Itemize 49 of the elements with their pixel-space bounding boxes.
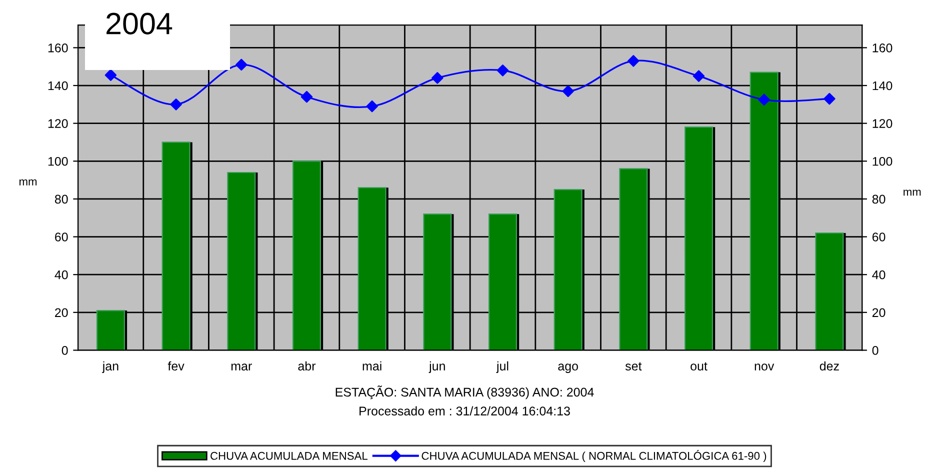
point (692, 70, 705, 82)
y2-tick-label: 160 (872, 44, 892, 52)
y2-tick-label: 100 (872, 156, 892, 166)
point (366, 100, 378, 112)
point (824, 92, 836, 105)
y-tick-label: 160 (48, 44, 68, 52)
x-tick-label: jan (102, 361, 118, 373)
point (104, 69, 117, 82)
y2-tick-label: 140 (872, 81, 892, 90)
x-tick-label: mar (231, 364, 252, 371)
point (235, 58, 248, 71)
y-tick-label: 60 (55, 232, 68, 242)
y2-tick-label: 80 (872, 194, 886, 204)
legend-label: CHUVA ACUMULADA MENSAL ( NORMAL CLIMATOLÓGICA 61-90 ) (422, 450, 766, 462)
y2-tick-label: 60 (872, 232, 886, 242)
y-tick-label: 120 (48, 119, 68, 128)
x-tick-label: abr (298, 361, 316, 371)
y-tick-label: 100 (48, 156, 68, 166)
point (628, 55, 640, 67)
text: Processado em : 31/12/2004 16:04:13 (360, 406, 570, 416)
y2-axis-title: mm (904, 190, 921, 196)
y2-tick-label: 120 (872, 119, 892, 128)
point (432, 72, 444, 84)
x-tick-label: set (625, 362, 642, 371)
y-tick-label: 140 (48, 81, 68, 90)
y-tick-label: 20 (55, 308, 68, 318)
y-tick-label: 40 (54, 270, 68, 280)
y-tick-label: 0 (62, 346, 68, 355)
x-tick-label: mai (362, 361, 382, 371)
y2-tick-label: 0 (872, 346, 878, 355)
y2-tick-label: 20 (872, 308, 886, 318)
x-tick-label: dez (820, 361, 839, 371)
point (170, 98, 182, 110)
x-tick-label: out (690, 362, 708, 371)
x-tick-label: ago (558, 364, 578, 373)
point (758, 94, 770, 106)
y-tick-label: 80 (54, 194, 68, 204)
x-tick-label: nov (754, 364, 774, 371)
y-axis-title: mm (20, 179, 37, 186)
text: ESTAÇÃO: SANTA MARIA (83936) ANO: 2004 (336, 386, 594, 400)
point (300, 90, 313, 103)
y2-tick-label: 40 (872, 270, 886, 280)
x-tick-label: jul (496, 361, 508, 373)
point (496, 64, 509, 76)
x-tick-label: fev (168, 361, 184, 371)
x-tick-label: jun (428, 361, 445, 373)
chart-title: 2004 (106, 12, 172, 34)
legend-label: CHUVA ACUMULADA MENSAL (210, 452, 368, 460)
point (562, 85, 574, 98)
